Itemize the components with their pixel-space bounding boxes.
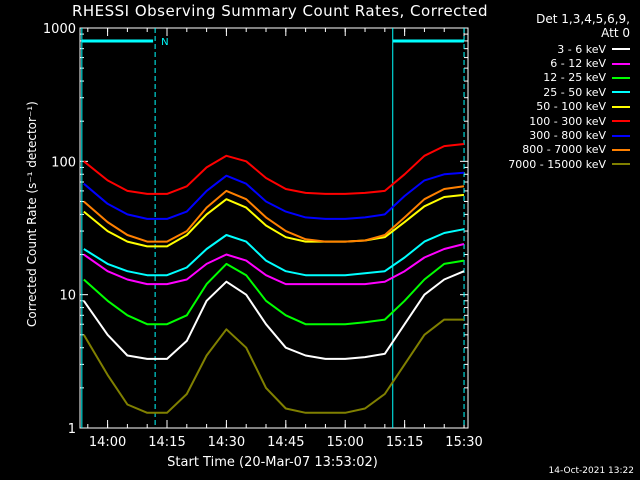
legend-label: 100 - 300 keV <box>529 114 606 128</box>
x-tick-label: 15:30 <box>445 435 482 450</box>
legend-entry: 3 - 6 keV <box>508 42 630 56</box>
y-tick-label: 1000 <box>43 22 76 37</box>
legend-swatch <box>612 105 630 108</box>
series-line-12-25-kev <box>83 259 465 326</box>
x-tick-label: 14:30 <box>208 435 245 450</box>
y-tick-label: 10 <box>59 289 76 304</box>
series-line-7000-15000-kev <box>82 318 464 414</box>
y-axis-label: Corrected Count Rate (s⁻¹ detector⁻¹) <box>25 101 39 327</box>
y-tick-label: 100 <box>51 155 76 170</box>
detector-info: Det 1,3,4,5,6,9, Att 0 <box>536 12 630 40</box>
legend-label: 25 - 50 keV <box>543 85 606 99</box>
legend: 3 - 6 keV 6 - 12 keV 12 - 25 keV 25 - 50 ke… <box>508 42 630 172</box>
legend-swatch <box>612 48 630 51</box>
x-tick-label: 14:00 <box>89 435 126 450</box>
legend-entry: 12 - 25 keV <box>508 71 630 85</box>
x-tick-label: 15:15 <box>386 435 423 450</box>
legend-entry: 7000 - 15000 keV <box>508 157 630 171</box>
legend-swatch <box>612 134 630 137</box>
legend-entry: 25 - 50 keV <box>508 85 630 99</box>
legend-entry: 50 - 100 keV <box>508 100 630 114</box>
legend-entry: 6 - 12 keV <box>508 56 630 70</box>
series-line-6-12-kev <box>83 243 465 286</box>
series-line-800-7000-kev <box>83 185 465 243</box>
generated-timestamp: 14-Oct-2021 13:22 <box>548 466 634 476</box>
plot-frame <box>79 27 469 429</box>
series-line-25-50-kev <box>83 228 465 277</box>
series-line-300-800-kev <box>83 171 465 220</box>
x-tick-label: 15:00 <box>326 435 363 450</box>
x-tick-label: 14:15 <box>148 435 185 450</box>
legend-entry: 300 - 800 keV <box>508 128 630 142</box>
legend-swatch <box>612 148 630 151</box>
legend-label: 3 - 6 keV <box>557 42 606 56</box>
legend-entry: 100 - 300 keV <box>508 114 630 128</box>
legend-label: 12 - 25 keV <box>543 71 606 85</box>
legend-label: 50 - 100 keV <box>536 100 606 114</box>
legend-label: 7000 - 15000 keV <box>508 157 606 171</box>
legend-label: 300 - 800 keV <box>529 129 606 143</box>
legend-swatch <box>612 76 630 79</box>
x-tick-label: 14:45 <box>267 435 304 450</box>
series-line-50-100-kev <box>83 193 465 248</box>
legend-swatch <box>612 163 630 166</box>
legend-swatch <box>612 120 630 123</box>
detector-label: Det 1,3,4,5,6,9, <box>536 12 630 26</box>
series-line-3-6-kev <box>82 270 465 360</box>
x-axis-label: Start Time (20-Mar-07 13:53:02) <box>167 455 378 470</box>
legend-swatch <box>612 62 630 65</box>
legend-label: 800 - 7000 keV <box>522 143 606 157</box>
chart-title: RHESSI Observing Summary Count Rates, Co… <box>71 2 489 20</box>
attenuator-label: Att 0 <box>601 26 630 40</box>
series-line-100-300-kev <box>83 143 465 195</box>
legend-entry: 800 - 7000 keV <box>508 143 630 157</box>
legend-swatch <box>612 91 630 94</box>
y-tick-label: 1 <box>68 422 76 437</box>
legend-label: 6 - 12 keV <box>550 57 606 71</box>
night-label: N <box>161 37 168 48</box>
